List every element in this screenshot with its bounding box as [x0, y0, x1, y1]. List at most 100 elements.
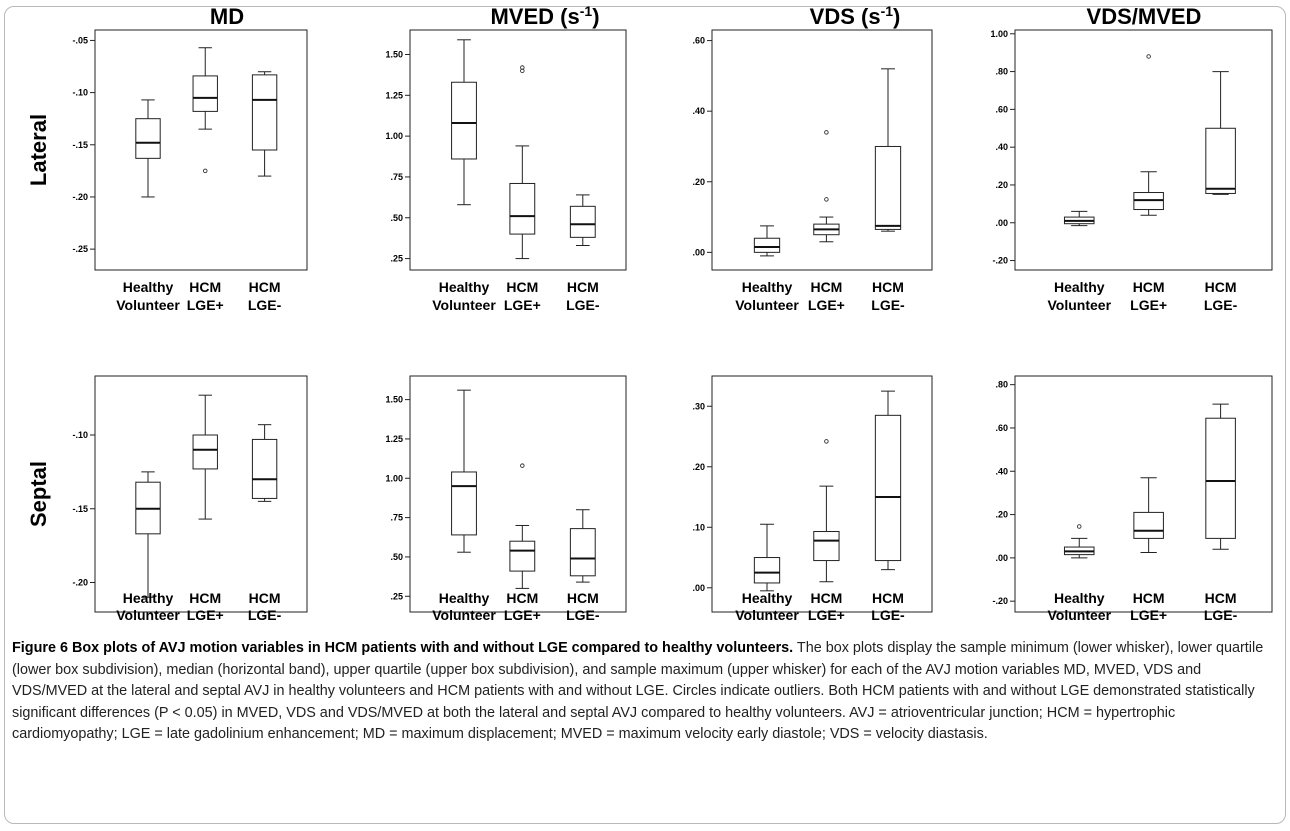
category-label: LGE+	[808, 297, 845, 313]
y-tick-label: .30	[692, 401, 705, 411]
y-tick-label: .50	[390, 213, 403, 223]
category-label: Healthy	[123, 590, 174, 606]
y-tick-label: 1.25	[385, 90, 403, 100]
column-title-4: VDS/MVED	[1087, 4, 1202, 29]
y-tick-label: .20	[995, 510, 1008, 520]
category-label: LGE-	[871, 297, 905, 313]
category-label: LGE-	[248, 607, 282, 623]
category-label: HCM	[189, 590, 221, 606]
category-label: HCM	[249, 279, 281, 295]
interquartile-box	[509, 540, 536, 572]
panel-septal-vds-mved: -.20.00.20.40.60.80HealthyVolunteerHCMLG…	[992, 375, 1273, 623]
y-tick-label: 1.50	[385, 49, 403, 59]
interquartile-box	[874, 414, 902, 562]
outlier-point	[520, 65, 525, 70]
category-label: HCM	[810, 590, 842, 606]
category-label: LGE+	[187, 297, 224, 313]
y-tick-label: -.20	[992, 256, 1008, 266]
category-label: Volunteer	[432, 297, 496, 313]
box-2	[813, 130, 840, 243]
y-tick-label: .00	[692, 583, 705, 593]
interquartile-box	[1205, 127, 1236, 194]
category-label: Volunteer	[735, 607, 799, 623]
interquartile-box	[753, 237, 781, 253]
y-tick-label: 1.00	[990, 29, 1008, 39]
interquartile-box	[753, 557, 781, 584]
y-tick-label: .80	[995, 380, 1008, 390]
column-title-3: VDS (s-1)	[810, 3, 901, 29]
interquartile-box	[813, 531, 840, 562]
interquartile-box	[135, 118, 161, 159]
outlier-point	[824, 439, 829, 444]
category-label: LGE-	[566, 297, 600, 313]
box-2	[192, 47, 218, 174]
category-label: LGE+	[1130, 297, 1167, 313]
box-1	[753, 225, 781, 257]
category-label: LGE-	[1204, 297, 1238, 313]
box-1	[135, 99, 161, 198]
y-tick-label: .40	[995, 142, 1008, 152]
outlier-point	[520, 463, 525, 468]
y-tick-label: 1.25	[385, 434, 403, 444]
box-2	[813, 439, 840, 583]
y-tick-label: .00	[995, 218, 1008, 228]
interquartile-box	[451, 81, 477, 160]
category-label: HCM	[872, 590, 904, 606]
panel-lateral-vds: .00 .20 .40 .60 Healthy Volunteer HCM LGE+ HCM LG…	[692, 29, 933, 313]
category-label: Healthy	[1054, 279, 1105, 295]
y-tick-label: .25	[390, 591, 403, 601]
category-label: Volunteer	[1047, 607, 1111, 623]
category-label: HCM	[567, 590, 599, 606]
category-label: LGE+	[187, 607, 224, 623]
y-tick-label: -.05	[72, 35, 88, 45]
plot-area	[409, 375, 627, 613]
category-label: HCM	[1133, 279, 1165, 295]
panel-lateral-vds-mved: -.20 .00 .20 .40 .60 .80 1.00 Healthy Volunteer H…	[990, 29, 1273, 313]
category-label: HCM	[1205, 590, 1237, 606]
y-tick-label: -.25	[72, 244, 88, 254]
box-3	[251, 424, 278, 502]
y-tick-label: .60	[995, 104, 1008, 114]
box-2	[509, 463, 536, 589]
category-label: HCM	[567, 279, 599, 295]
category-label: Volunteer	[1047, 297, 1111, 313]
interquartile-box	[251, 74, 278, 151]
box-3	[1205, 71, 1236, 195]
y-tick-label: -.10	[72, 430, 88, 440]
panel-septal-md: -.20-.15-.10HealthyVolunteerHCMLGE+HCMLG…	[72, 375, 308, 623]
outlier-point	[202, 168, 208, 174]
y-tick-label: .25	[390, 254, 403, 264]
y-tick-label: .60	[692, 36, 705, 46]
category-label: LGE+	[1130, 607, 1167, 623]
interquartile-box	[569, 528, 596, 577]
column-title-close-paren: )	[893, 4, 900, 29]
interquartile-box	[509, 182, 536, 235]
y-tick-label: -.20	[72, 192, 88, 202]
interquartile-box	[569, 205, 596, 238]
y-tick-label: .80	[995, 67, 1008, 77]
y-tick-label: .20	[692, 177, 705, 187]
y-tick-label: -.20	[72, 578, 88, 588]
box-1	[1063, 210, 1095, 227]
category-label: Healthy	[742, 590, 793, 606]
category-label: LGE+	[808, 607, 845, 623]
y-tick-label: .40	[995, 466, 1008, 476]
category-label: LGE+	[504, 607, 541, 623]
row-label-lateral: Lateral	[26, 114, 51, 186]
y-tick-label: .10	[692, 522, 705, 532]
y-tick-label: .75	[390, 513, 403, 523]
caption-title: Figure 6 Box plots of AVJ motion variabl…	[12, 640, 794, 656]
category-label: HCM	[249, 590, 281, 606]
interquartile-box	[874, 145, 902, 230]
panel-lateral-mved: .25 .50 .75 1.00 1.25 1.50 Healthy Volunteer HCM…	[385, 29, 627, 313]
category-label: HCM	[506, 279, 538, 295]
category-label: Healthy	[742, 279, 793, 295]
column-title-1: MD	[210, 4, 244, 29]
y-tick-label: .20	[995, 180, 1008, 190]
box-1	[451, 389, 477, 553]
box-2	[1133, 477, 1164, 553]
y-tick-label: .75	[390, 172, 403, 182]
box-1	[753, 523, 781, 592]
figure-frame	[4, 6, 1286, 824]
